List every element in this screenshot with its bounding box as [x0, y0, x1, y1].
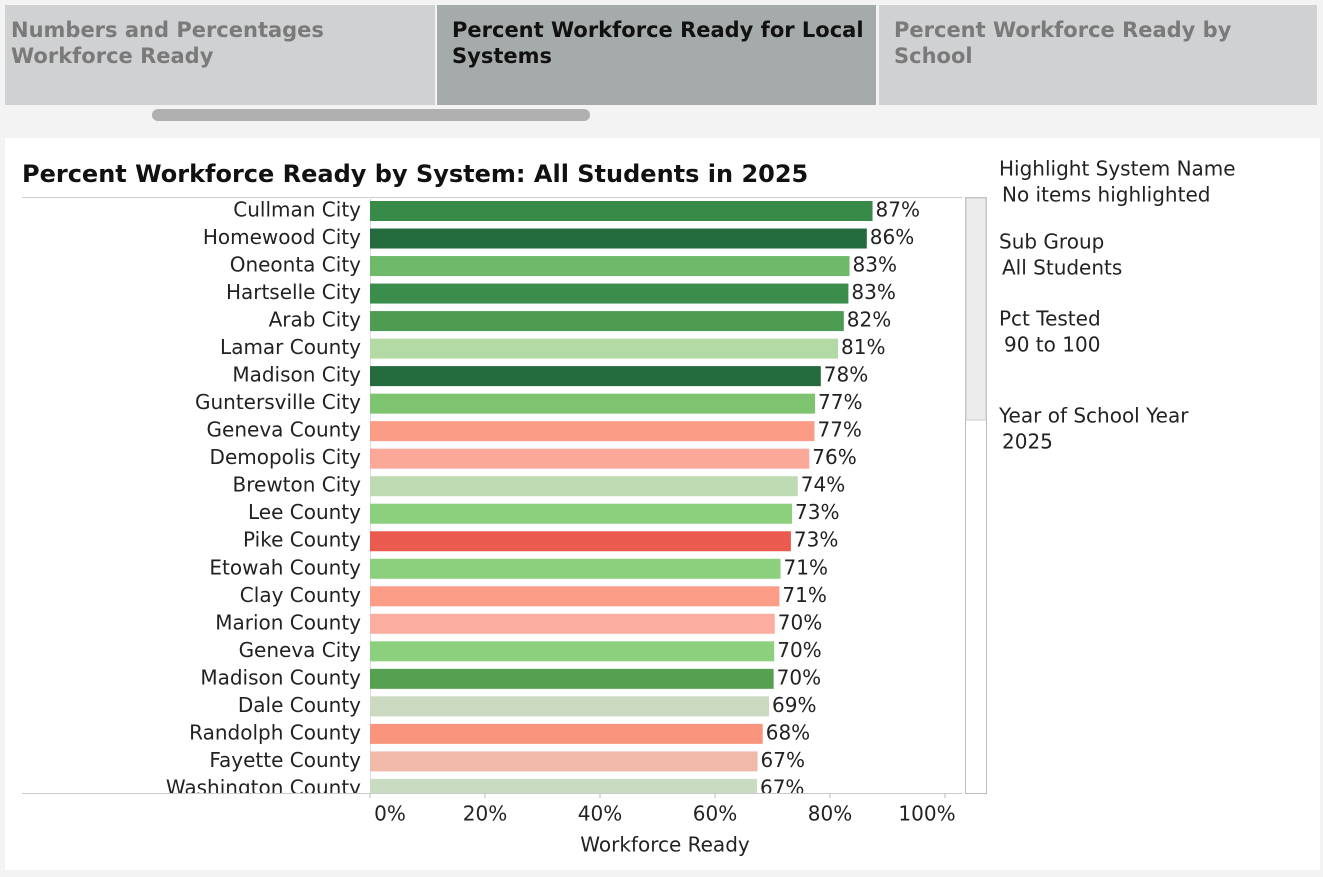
- bar: [370, 696, 770, 717]
- value-label: 77%: [817, 418, 861, 442]
- x-tick-label: 80%: [808, 802, 852, 826]
- category-label: Madison County: [200, 665, 361, 689]
- category-label: Guntersville City: [195, 390, 361, 414]
- x-axis-label: Workforce Ready: [580, 833, 750, 857]
- value-label: 77%: [818, 390, 862, 414]
- category-label: Washington County: [166, 775, 361, 799]
- filter-value: 2025: [1002, 430, 1053, 454]
- category-label: Arab City: [269, 308, 362, 332]
- category-label: Brewton City: [233, 473, 362, 497]
- value-label: 70%: [777, 638, 821, 662]
- bar: [370, 751, 758, 772]
- category-label: Pike County: [243, 528, 361, 552]
- bar: [370, 586, 780, 607]
- value-label: 81%: [841, 335, 885, 359]
- value-label: 86%: [870, 225, 914, 249]
- value-label: 83%: [851, 280, 895, 304]
- scrollbar-thumb[interactable]: [152, 109, 590, 121]
- value-label: 70%: [778, 610, 822, 634]
- category-label: Marion County: [215, 610, 361, 634]
- bar: [370, 283, 849, 304]
- filter-value: 90 to 100: [1004, 333, 1100, 357]
- bar: [370, 366, 821, 387]
- value-label: 74%: [801, 473, 845, 497]
- bar: [370, 448, 810, 469]
- value-label: 87%: [876, 198, 920, 222]
- bar: [370, 668, 774, 689]
- value-label: 73%: [794, 528, 838, 552]
- bar: [370, 503, 793, 524]
- tab[interactable]: Percent Workforce Ready by School: [879, 5, 1317, 105]
- filter-label: Pct Tested: [999, 307, 1101, 331]
- value-label: 78%: [824, 363, 868, 387]
- value-label: 83%: [853, 253, 897, 277]
- bar: [370, 723, 763, 744]
- value-label: 68%: [766, 720, 810, 744]
- bar: [370, 613, 775, 634]
- filter-label: Highlight System Name: [999, 157, 1236, 181]
- category-label: Clay County: [240, 583, 361, 607]
- category-label: Oneonta City: [230, 253, 361, 277]
- filter-label: Sub Group: [999, 230, 1104, 254]
- chart-title: Percent Workforce Ready by System: All S…: [22, 160, 808, 188]
- category-label: Dale County: [238, 693, 361, 717]
- bar: [370, 778, 757, 793]
- filter-value: No items highlighted: [1002, 183, 1210, 207]
- value-label: 71%: [782, 583, 826, 607]
- bar: [370, 558, 781, 579]
- category-label: Geneva County: [207, 418, 362, 442]
- bar: [370, 311, 844, 332]
- category-label: Demopolis City: [210, 445, 362, 469]
- value-label: 82%: [847, 308, 891, 332]
- bar: [370, 641, 775, 662]
- x-tick-label: 40%: [578, 802, 622, 826]
- category-label: Fayette County: [209, 748, 361, 772]
- bar: [370, 228, 867, 249]
- tab[interactable]: Numbers and Percentages Workforce Ready: [5, 5, 435, 105]
- x-tick-label: 20%: [463, 802, 507, 826]
- filter-label: Year of School Year: [998, 404, 1189, 428]
- value-label: 71%: [784, 555, 828, 579]
- bar: [370, 338, 839, 359]
- category-label: Lamar County: [220, 335, 361, 359]
- bar: [370, 421, 815, 442]
- tab-bar: Numbers and Percentages Workforce Ready …: [5, 5, 1317, 105]
- category-label: Etowah County: [209, 555, 361, 579]
- x-tick-label: 100%: [898, 802, 955, 826]
- bar: [370, 531, 791, 552]
- scrollbar-thumb[interactable]: [965, 197, 987, 421]
- category-label: Madison City: [232, 363, 361, 387]
- value-label: 67%: [761, 748, 805, 772]
- bar: [370, 393, 816, 414]
- bar: [370, 256, 850, 277]
- value-label: 69%: [772, 693, 816, 717]
- bars: Cullman City 87% Homewood City 86% Oneonta C…: [166, 198, 920, 799]
- x-tick-label: 60%: [693, 802, 737, 826]
- category-label: Hartselle City: [226, 280, 361, 304]
- category-label: Homewood City: [203, 225, 361, 249]
- bar: [370, 201, 873, 221]
- value-label: 76%: [812, 445, 856, 469]
- value-label: 70%: [777, 665, 821, 689]
- value-label: 67%: [760, 775, 804, 799]
- category-label: Lee County: [248, 500, 361, 524]
- tab[interactable]: Percent Workforce Ready for Local System…: [437, 5, 876, 105]
- x-tick-label: 0%: [374, 802, 406, 826]
- category-label: Geneva City: [239, 638, 362, 662]
- value-label: 73%: [795, 500, 839, 524]
- category-label: Randolph County: [189, 720, 361, 744]
- filter-value: All Students: [1002, 256, 1122, 280]
- bar: [370, 476, 798, 497]
- category-label: Cullman City: [233, 198, 361, 222]
